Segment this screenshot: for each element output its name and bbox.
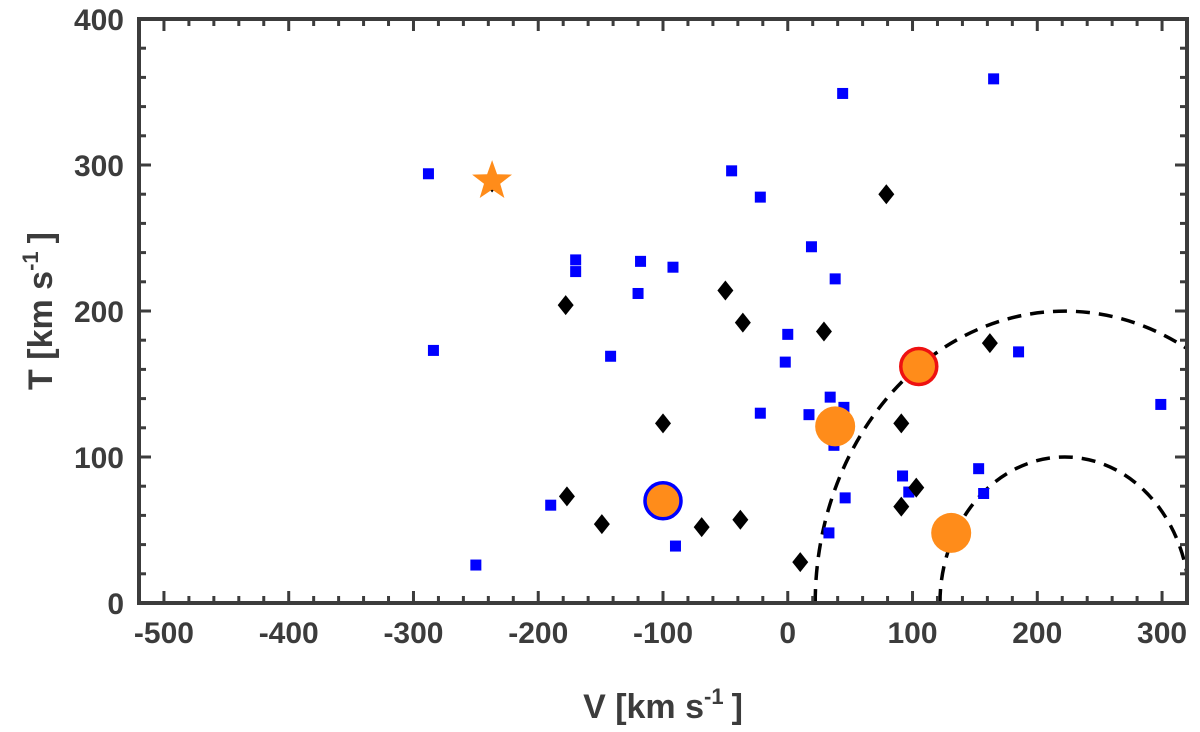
x-tick-label: 0 xyxy=(779,617,796,650)
x-tick-label: 200 xyxy=(1012,617,1062,650)
diamond-marker xyxy=(981,333,998,354)
square-marker xyxy=(978,488,990,499)
square-marker xyxy=(803,409,815,421)
diamond-marker xyxy=(908,477,925,498)
dashed-curves xyxy=(813,309,1187,603)
diamond-marker xyxy=(593,514,610,535)
diamond-marker xyxy=(792,552,809,573)
y-tick-label: 400 xyxy=(74,4,124,37)
x-axis-label: V [km s-1] xyxy=(583,684,743,726)
x-tick-label: 100 xyxy=(887,617,937,650)
axis-ticks xyxy=(139,17,1187,605)
square-marker xyxy=(805,241,817,253)
circle-marker-blue-ring xyxy=(643,481,683,521)
x-tick-label: -300 xyxy=(383,617,443,650)
dashed-curve-2 xyxy=(938,455,1187,603)
y-tick-label: 0 xyxy=(107,588,124,621)
diamond-marker xyxy=(558,486,575,507)
square-marker xyxy=(838,401,850,413)
diamond-marker xyxy=(732,509,749,530)
square-marker xyxy=(973,463,985,475)
square-marker xyxy=(824,391,836,403)
square-marker xyxy=(754,407,766,419)
tick-labels: -500 -400 -300 -200 -100 0 100 200 300 0 100 200 300… xyxy=(74,4,1187,650)
diamond-marker xyxy=(717,280,734,301)
diamond-marker xyxy=(893,413,910,434)
square-marker xyxy=(754,191,766,203)
x-tick-label: -200 xyxy=(508,617,568,650)
square-marker xyxy=(897,470,909,482)
square-marker xyxy=(635,255,647,267)
data-markers xyxy=(422,73,1167,573)
square-marker xyxy=(570,266,582,278)
star-marker xyxy=(472,160,512,198)
diamond-marker xyxy=(893,496,910,517)
square-marker xyxy=(823,527,835,539)
x-tick-label: 300 xyxy=(1137,617,1187,650)
x-tick-label: -100 xyxy=(633,617,693,650)
circle-marker xyxy=(931,512,972,553)
square-marker xyxy=(903,486,915,498)
diamond-marker xyxy=(734,312,751,333)
x-tick-label: -400 xyxy=(259,617,319,650)
square-marker xyxy=(1155,398,1167,410)
diamond-marker xyxy=(655,413,671,434)
square-marker xyxy=(422,168,434,180)
square-marker xyxy=(1013,346,1025,358)
diamond-marker xyxy=(815,321,832,342)
y-tick-label: 100 xyxy=(74,442,124,475)
square-marker xyxy=(632,287,644,299)
diamond-marker xyxy=(693,517,710,538)
y-tick-label: 300 xyxy=(74,150,124,183)
square-marker xyxy=(829,273,841,285)
square-marker xyxy=(726,165,738,177)
diamond-marker xyxy=(878,184,895,205)
square-marker xyxy=(427,344,439,356)
x-tick-label: -500 xyxy=(134,617,194,650)
square-marker xyxy=(667,261,679,273)
y-axis-label: T [km s-1] xyxy=(18,232,60,390)
square-marker xyxy=(605,350,617,362)
circle-marker-red-ring xyxy=(899,346,939,387)
square-marker xyxy=(839,492,851,504)
circle-marker xyxy=(815,406,856,447)
y-tick-label: 200 xyxy=(74,296,124,329)
dashed-curve-1 xyxy=(813,309,1187,603)
square-marker xyxy=(470,559,482,571)
square-marker xyxy=(779,356,791,368)
square-marker xyxy=(782,328,794,340)
square-marker xyxy=(988,73,1000,85)
diamond-marker xyxy=(557,295,574,316)
square-marker xyxy=(837,87,849,99)
square-marker xyxy=(545,499,557,511)
square-marker xyxy=(570,254,582,266)
square-marker xyxy=(669,540,681,552)
